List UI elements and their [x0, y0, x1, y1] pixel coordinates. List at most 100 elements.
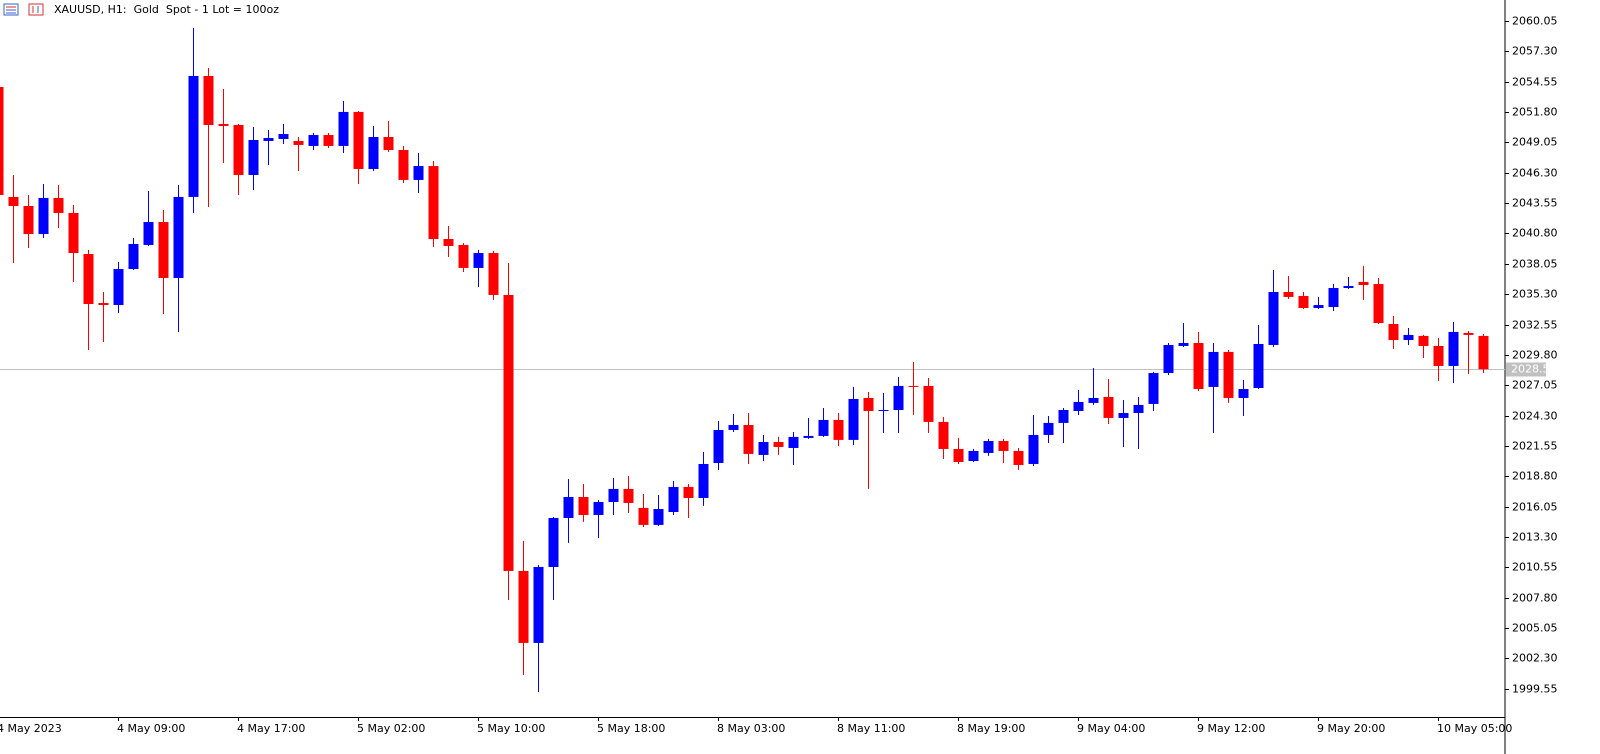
candle-body: [1388, 324, 1399, 341]
candle-body: [743, 425, 754, 454]
candle-body: [233, 124, 244, 175]
candle-body: [548, 517, 559, 567]
y-tick-label: 2024.30: [1512, 410, 1558, 423]
candle-body: [398, 150, 409, 180]
candle-body: [8, 196, 19, 206]
candle-body: [263, 137, 274, 141]
y-tick-label: 2018.80: [1512, 470, 1558, 483]
candle-body: [968, 450, 979, 461]
current-price-box: [1506, 362, 1546, 377]
candle-body: [293, 140, 304, 145]
candle-body: [173, 196, 184, 278]
candle-body: [818, 419, 829, 436]
candle-body: [503, 294, 514, 571]
y-tick-label: 2038.05: [1512, 258, 1558, 271]
x-tick-label: 5 May 10:00: [477, 722, 545, 735]
candle-body: [128, 243, 139, 270]
y-tick-label: 2007.80: [1512, 592, 1558, 605]
candle-body: [203, 75, 214, 125]
candle-body: [908, 385, 919, 387]
candle-body: [518, 570, 529, 643]
candle-body: [443, 239, 454, 246]
candle-body: [698, 463, 709, 498]
x-tick-label: 10 May 05:00: [1437, 722, 1512, 735]
x-tick-label: 4 May 17:00: [237, 722, 305, 735]
candle-body: [1268, 291, 1279, 345]
candle-body: [953, 448, 964, 462]
candle-body: [683, 486, 694, 498]
candle-body: [713, 429, 724, 463]
candle-body: [1298, 295, 1309, 308]
candle-body: [0, 86, 4, 195]
current-price-label: 2028.50: [1511, 363, 1557, 376]
candle-body: [653, 509, 664, 525]
candle-body: [773, 442, 784, 447]
y-tick-label: 2013.30: [1512, 531, 1558, 544]
y-tick-label: 2010.55: [1512, 561, 1558, 574]
x-tick-label: 4 May 09:00: [117, 722, 185, 735]
candle-body: [998, 441, 1009, 451]
x-tick-label: 5 May 18:00: [597, 722, 665, 735]
candle-body: [788, 436, 799, 448]
candle-body: [1418, 335, 1429, 346]
candle-body: [1238, 389, 1249, 398]
candle-body: [23, 205, 34, 235]
candle-body: [1103, 396, 1114, 418]
candle-body: [1118, 412, 1129, 418]
candle-body: [848, 398, 859, 440]
candle-body: [623, 488, 634, 503]
y-tick-label: 2027.05: [1512, 379, 1558, 392]
candle-body: [413, 166, 424, 180]
candle-body: [1478, 335, 1489, 370]
candle-body: [1358, 281, 1369, 286]
candle-body: [1253, 343, 1264, 389]
x-tick-label: 5 May 02:00: [357, 722, 425, 735]
candle-body: [323, 135, 334, 146]
candle-body: [1088, 397, 1099, 403]
y-tick-label: 2051.80: [1512, 106, 1558, 119]
candle-body: [38, 197, 49, 235]
y-tick-label: 2005.05: [1512, 622, 1558, 635]
x-tick-label: 9 May 12:00: [1197, 722, 1265, 735]
candle-body: [563, 496, 574, 518]
candle-body: [53, 197, 64, 213]
x-tick-label: 8 May 03:00: [717, 722, 785, 735]
candle-body: [728, 425, 739, 430]
candle-body: [863, 397, 874, 411]
title-icons: [3, 3, 44, 16]
y-tick-label: 2057.30: [1512, 45, 1558, 58]
candle-body: [188, 75, 199, 197]
y-tick-label: 2032.55: [1512, 319, 1558, 332]
x-tick-label: 4 May 2023: [0, 722, 62, 735]
candle-body: [1433, 345, 1444, 366]
candle-body: [428, 166, 439, 239]
y-tick-label: 2046.30: [1512, 167, 1558, 180]
chart-title: XAUUSD, H1: Gold Spot - 1 Lot = 100oz: [54, 3, 279, 16]
candle-body: [473, 253, 484, 268]
x-tick-label: 8 May 11:00: [837, 722, 905, 735]
y-tick-label: 2029.80: [1512, 349, 1558, 362]
candle-body: [608, 488, 619, 502]
candle-body: [1208, 351, 1219, 387]
candle-body: [1328, 288, 1339, 308]
candle-body: [878, 409, 889, 411]
candle-body: [488, 253, 499, 295]
candle-body: [1028, 434, 1039, 464]
candle-body: [893, 385, 904, 410]
candle-body: [83, 254, 94, 305]
candle-body: [533, 566, 544, 643]
candle-body: [308, 135, 319, 146]
candle-body: [923, 385, 934, 422]
icon-chart: [28, 3, 44, 16]
candle-body: [1343, 286, 1354, 289]
candle-body: [1178, 342, 1189, 346]
candle-body: [1073, 401, 1084, 411]
candle-body: [1223, 351, 1234, 398]
y-tick-label: 1999.55: [1512, 683, 1558, 696]
y-tick-label: 2040.80: [1512, 227, 1558, 240]
candle-body: [638, 507, 649, 525]
candle-body: [458, 244, 469, 268]
